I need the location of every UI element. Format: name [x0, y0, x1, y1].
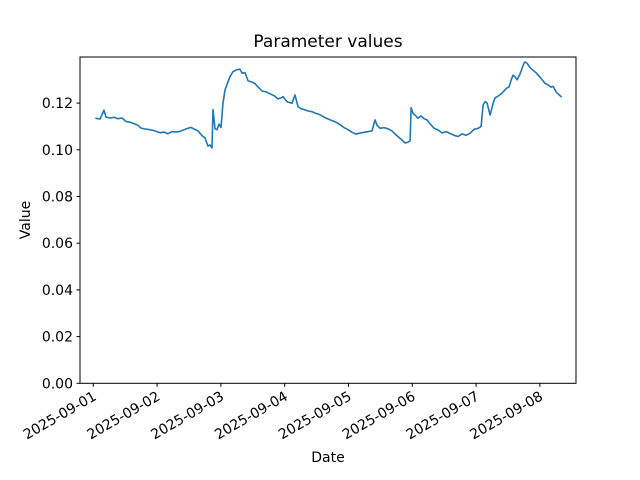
y-tick-label: 0.10 — [42, 143, 73, 159]
y-axis: 0.00 0.02 0.04 0.06 0.08 0.10 0.12 — [42, 96, 80, 392]
axes-spines — [79, 56, 577, 384]
y-tick-label: 0.06 — [42, 236, 73, 252]
data-series-line — [95, 61, 562, 149]
y-tick-label: 0.04 — [42, 283, 73, 299]
x-axis: 2025-09-012025-09-022025-09-032025-09-04… — [21, 383, 546, 443]
y-tick-label: 0.12 — [42, 96, 73, 112]
x-axis-label: Date — [311, 450, 344, 466]
chart-title: Parameter values — [253, 32, 402, 52]
x-tick-label: 2025-09-08 — [467, 389, 545, 444]
y-tick-label: 0.02 — [42, 330, 73, 346]
y-tick-label: 0.00 — [42, 376, 73, 392]
y-axis-label: Value — [18, 201, 34, 239]
y-tick-label: 0.08 — [42, 190, 73, 206]
